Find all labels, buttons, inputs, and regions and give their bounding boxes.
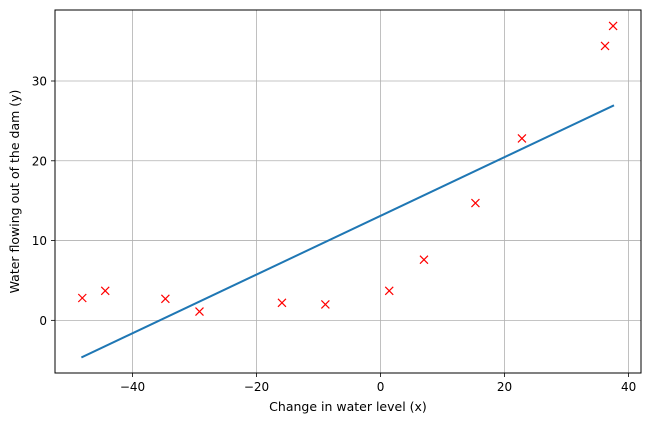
y-tick-label: 10 [32, 234, 47, 248]
data-point [419, 255, 429, 265]
data-point [320, 299, 330, 309]
data-point [160, 294, 170, 304]
y-tick-label: 30 [32, 75, 47, 89]
data-point [600, 41, 610, 51]
x-tick-label: 0 [377, 380, 385, 394]
data-point [195, 307, 204, 316]
scatter-points [77, 21, 618, 316]
data-point [100, 286, 110, 296]
y-tick-label: 20 [32, 154, 47, 168]
x-tick-label: 40 [621, 380, 636, 394]
y-axis-label: Water flowing out of the dam (y) [7, 90, 22, 294]
data-point [517, 134, 527, 143]
x-axis-label: Change in water level (x) [269, 399, 427, 414]
data-point [384, 286, 394, 296]
fit-line [80, 104, 615, 359]
y-axis-ticks: 0 10 20 30 [32, 75, 55, 328]
x-axis-ticks: −40 −20 0 20 40 [120, 373, 636, 394]
data-point [277, 298, 287, 308]
data-point [77, 293, 87, 303]
grid-lines [55, 10, 641, 373]
x-tick-label: 20 [497, 380, 512, 394]
x-tick-label: −20 [244, 380, 269, 394]
data-point [608, 21, 618, 31]
y-tick-label: 0 [39, 314, 47, 328]
data-point [471, 198, 480, 208]
fit-line-layer [80, 104, 615, 359]
x-tick-label: −40 [120, 380, 145, 394]
plot-frame [54, 9, 642, 374]
